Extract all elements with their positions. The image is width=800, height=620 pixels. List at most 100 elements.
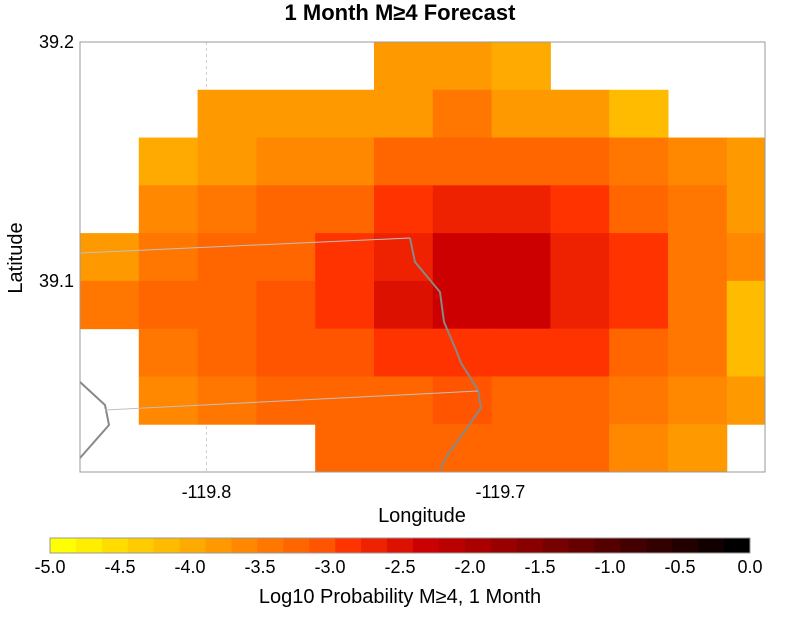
- heatmap-cell: [315, 280, 375, 330]
- colorbar-swatch: [335, 538, 362, 553]
- heatmap-cell: [667, 137, 728, 186]
- colorbar-swatch: [361, 538, 388, 553]
- heatmap-cell: [432, 89, 493, 139]
- x-axis-label: Longitude: [378, 505, 466, 527]
- heatmap-cell: [432, 137, 493, 186]
- heatmap-cell: [667, 328, 728, 377]
- heatmap-cell: [256, 328, 316, 377]
- heatmap-cell: [315, 137, 375, 186]
- colorbar-swatch: [672, 538, 699, 553]
- heatmap-cell: [550, 137, 610, 186]
- heatmap-cell: [491, 424, 551, 473]
- heatmap-cell: [609, 376, 669, 425]
- county-border-line: [79, 237, 411, 254]
- heatmap-cell: [609, 137, 669, 186]
- colorbar-tick-label: -3.5: [244, 557, 275, 577]
- colorbar-swatch: [127, 538, 155, 553]
- colorbar-swatch: [257, 538, 284, 553]
- colorbar-swatch: [412, 538, 440, 553]
- heatmap-cell: [373, 89, 434, 139]
- heatmap-cell: [256, 137, 316, 186]
- colorbar-swatch: [387, 538, 414, 553]
- heatmap-cell: [432, 185, 493, 234]
- heatmap-cell: [373, 280, 434, 330]
- colorbar-tick-label: -3.0: [314, 557, 345, 577]
- heatmap-cell: [256, 233, 316, 282]
- colorbar-swatch: [153, 538, 181, 553]
- heatmap-cell: [256, 185, 316, 234]
- colorbar-swatch: [620, 538, 647, 553]
- axes: -119.8 -119.7 39.2 39.1: [39, 32, 525, 502]
- heatmap-cell: [256, 89, 316, 139]
- heatmap-cell: [609, 89, 669, 139]
- heatmap-cell: [550, 424, 610, 473]
- colorbar-swatch: [464, 538, 492, 553]
- heatmap-cell: [373, 137, 434, 186]
- heatmap-cell: [432, 233, 493, 282]
- county-border-line: [104, 390, 479, 411]
- heatmap-cell: [138, 137, 199, 186]
- colorbar-swatch: [724, 538, 751, 553]
- heatmap-cell: [197, 137, 257, 186]
- colorbar-tick-label: -2.0: [454, 557, 485, 577]
- colorbar-swatch: [101, 538, 129, 553]
- heatmap-cell: [726, 185, 766, 234]
- x-tick-label: -119.8: [182, 482, 232, 502]
- heatmap-cell: [726, 376, 766, 425]
- heatmap-cell: [138, 233, 199, 282]
- heatmap-cell: [491, 376, 551, 425]
- heatmap-cell: [197, 328, 257, 377]
- heatmap-cell: [315, 424, 375, 473]
- heatmap-cell: [550, 89, 610, 139]
- heatmap-cell: [667, 424, 728, 473]
- colorbar-swatch: [594, 538, 621, 553]
- heatmap-cell: [550, 185, 610, 234]
- colorbar-swatch: [50, 538, 77, 553]
- colorbar-swatch: [179, 538, 207, 553]
- heatmap-cell: [491, 233, 551, 282]
- heatmap-cell: [373, 424, 434, 473]
- colorbar-swatch: [490, 538, 518, 553]
- heatmap-cell: [609, 185, 669, 234]
- heatmap-cell: [138, 328, 199, 377]
- heatmap-cell: [138, 376, 199, 425]
- colorbar-swatch: [438, 538, 466, 553]
- heatmap-cell: [138, 280, 199, 330]
- heatmap-cell: [256, 280, 316, 330]
- heatmap-cell: [550, 376, 610, 425]
- heatmap-cell: [726, 328, 766, 377]
- y-tick-label: 39.2: [39, 32, 74, 52]
- heatmap-cell: [373, 42, 434, 91]
- heatmap-cell: [491, 280, 551, 330]
- colorbar-tick-label: -4.0: [174, 557, 205, 577]
- colorbar-swatch: [568, 538, 595, 553]
- heatmap-cell: [373, 185, 434, 234]
- colorbar-swatch: [542, 538, 570, 553]
- colorbar-tick-label: -5.0: [34, 557, 65, 577]
- colorbar-tick-label: -1.0: [594, 557, 625, 577]
- heatmap-cell: [315, 376, 375, 425]
- colorbar-tick-label: -0.5: [664, 557, 695, 577]
- heatmap-cell: [491, 42, 551, 91]
- colorbar-tick-label: -4.5: [104, 557, 135, 577]
- heatmap-cell: [432, 42, 493, 91]
- colorbar-tick-label: 0.0: [737, 557, 762, 577]
- y-axis-label: Latitude: [5, 222, 27, 293]
- colorbar-tick-label: -2.5: [384, 557, 415, 577]
- colorbar-swatch: [205, 538, 232, 553]
- plot-frame: [79, 41, 766, 473]
- heatmap-cell: [550, 280, 610, 330]
- heatmap-cell: [197, 185, 257, 234]
- colorbar-frame: [49, 537, 751, 554]
- heatmap-cell: [315, 328, 375, 377]
- heatmap-cell: [609, 280, 669, 330]
- heatmap-cell: [609, 328, 669, 377]
- chart-title: 1 Month M≥4 Forecast: [284, 0, 516, 25]
- heatmap-cell: [315, 89, 375, 139]
- heatmap-cell: [609, 233, 669, 282]
- heatmap-cells: [80, 42, 766, 473]
- heatmap-cell: [550, 233, 610, 282]
- colorbar-swatch: [309, 538, 336, 553]
- heatmap-cell: [609, 424, 669, 473]
